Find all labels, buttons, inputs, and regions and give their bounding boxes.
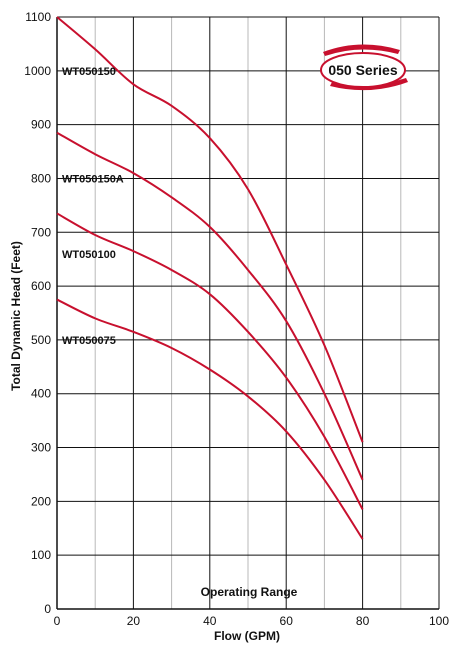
y-axis-label: Total Dynamic Head (Feet) bbox=[9, 241, 23, 391]
badge-text: 050 Series bbox=[328, 62, 397, 78]
grid bbox=[56, 16, 440, 610]
series-label-wt050150a: WT050150A bbox=[62, 173, 124, 185]
series-label-wt050100: WT050100 bbox=[62, 249, 116, 261]
y-tick-label: 500 bbox=[31, 333, 51, 347]
y-tick-label: 1100 bbox=[25, 10, 51, 24]
y-tick-label: 800 bbox=[31, 171, 51, 185]
series-line-wt050150 bbox=[56, 16, 364, 443]
x-tick-label: 100 bbox=[429, 614, 449, 628]
x-tick-label: 80 bbox=[356, 614, 370, 628]
series-lines bbox=[56, 16, 364, 540]
y-tick-label: 1000 bbox=[24, 64, 51, 78]
tick-labels: 0 100 200 300 400 500 600 700 800 900 1000 1100 0 20 4… bbox=[24, 10, 449, 628]
y-tick-label: 0 bbox=[44, 602, 51, 616]
x-axis-label: Flow (GPM) bbox=[214, 629, 280, 643]
series-labels: WT050150 WT050150A WT050100 WT050075 bbox=[62, 66, 124, 347]
y-tick-label: 400 bbox=[31, 387, 51, 401]
series-badge: 050 Series bbox=[320, 44, 408, 91]
y-tick-label: 700 bbox=[31, 225, 51, 239]
y-tick-label: 100 bbox=[31, 548, 51, 562]
series-label-wt050075: WT050075 bbox=[62, 335, 116, 347]
series-line-wt050075 bbox=[56, 298, 364, 540]
y-tick-label: 900 bbox=[31, 118, 51, 132]
badge-swoosh-top bbox=[323, 44, 400, 56]
series-line-wt050150a bbox=[56, 131, 364, 481]
series-label-wt050150: WT050150 bbox=[62, 66, 116, 78]
y-tick-label: 200 bbox=[31, 494, 51, 508]
x-tick-label: 40 bbox=[203, 614, 217, 628]
y-tick-label: 300 bbox=[31, 441, 51, 455]
operating-range-annotation: Operating Range bbox=[201, 585, 298, 599]
series-line-wt050100 bbox=[56, 212, 364, 510]
x-tick-label: 0 bbox=[54, 614, 61, 628]
badge-ellipse bbox=[320, 52, 406, 88]
x-tick-label: 20 bbox=[127, 614, 141, 628]
y-tick-label: 600 bbox=[31, 279, 51, 293]
x-tick-label: 60 bbox=[280, 614, 294, 628]
